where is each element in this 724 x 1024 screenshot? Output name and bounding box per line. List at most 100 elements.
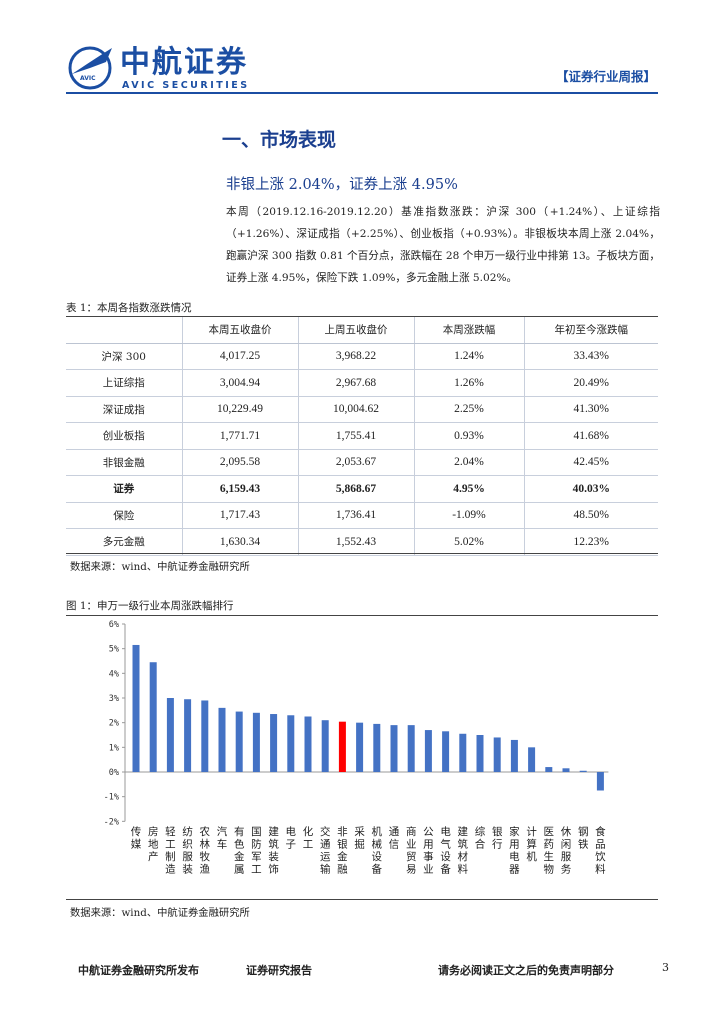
- bar-4: [201, 700, 209, 772]
- x-category-label: 交通运输: [320, 825, 331, 876]
- table-header-cell: 本周涨跌幅: [414, 317, 525, 344]
- table-cell-name: 沪深 300: [66, 343, 183, 370]
- bar-9: [287, 715, 295, 772]
- x-category-label: 房地产: [148, 825, 159, 863]
- table-cell-week: 4.95%: [414, 475, 525, 503]
- index-performance-table: 本周五收盘价 上周五收盘价 本周涨跌幅 年初至今涨跌幅 沪深 300 4,017.…: [66, 317, 658, 556]
- x-category-label: 采掘: [354, 826, 365, 851]
- section-headline: 非银上涨 2.04%，证券上涨 4.95%: [226, 177, 458, 193]
- y-tick-label: 4%: [109, 669, 119, 679]
- table-source-note: 数据来源：wind、中航证券金融研究所: [70, 561, 250, 573]
- y-tick-label: 0%: [109, 768, 119, 778]
- report-type-tag: 【证券行业周报】: [555, 69, 656, 84]
- table-row: 证券 6,159.43 5,868.67 4.95% 40.03%: [66, 475, 658, 503]
- company-logo: AVIC 中航证券 AVIC SECURITIES: [66, 44, 266, 94]
- table-bottom-rule: [66, 553, 658, 554]
- section-title: 一、市场表现: [222, 129, 337, 151]
- x-category-label: 家用电器: [509, 825, 520, 876]
- bar-18: [442, 731, 450, 772]
- table-cell-close: 10,229.49: [182, 396, 299, 423]
- header-divider: [66, 92, 658, 94]
- table-header-cell: 上周五收盘价: [298, 317, 415, 344]
- bar-6: [235, 711, 243, 772]
- table-row: 多元金融 1,630.34 1,552.43 5.02% 12.23%: [66, 528, 658, 556]
- bar-20: [476, 735, 484, 772]
- x-category-label: 电气设备: [440, 825, 451, 876]
- bar-15: [390, 725, 398, 772]
- bar-21: [493, 737, 501, 772]
- bar-1: [149, 662, 157, 772]
- logo-english-name: AVIC SECURITIES: [122, 80, 250, 91]
- bar-24: [545, 767, 553, 772]
- x-category-label: 农林牧渔: [200, 825, 211, 876]
- table-cell-week: 2.25%: [414, 396, 525, 423]
- table-cell-prev: 10,004.62: [298, 396, 415, 423]
- table-cell-prev: 3,968.22: [298, 343, 415, 370]
- bar-25: [562, 768, 570, 772]
- bar-27: [596, 772, 604, 791]
- avic-emblem-icon: AVIC: [68, 46, 112, 90]
- x-category-label: 商业贸易: [406, 825, 417, 876]
- x-category-label: 食品饮料: [595, 825, 606, 876]
- table-cell-name: 上证综指: [66, 369, 183, 397]
- table-cell-close: 1,717.43: [182, 502, 299, 529]
- table-cell-name: 创业板指: [66, 422, 183, 450]
- table-cell-close: 3,004.94: [182, 369, 299, 397]
- y-tick-label: 5%: [109, 645, 119, 655]
- bar-0: [132, 644, 140, 772]
- x-category-label: 传媒: [131, 826, 142, 851]
- x-category-label: 公用事业: [423, 826, 434, 876]
- table-cell-close: 1,771.71: [182, 422, 299, 450]
- table-cell-name: 非银金融: [66, 449, 183, 476]
- bar-11: [321, 720, 329, 772]
- table-cell-week: 0.93%: [414, 422, 525, 450]
- table-cell-ytd: 12.23%: [524, 528, 658, 556]
- x-category-label: 钢铁: [578, 825, 589, 851]
- x-category-label: 国防军工: [251, 826, 262, 876]
- table-row: 创业板指 1,771.71 1,755.41 0.93% 41.68%: [66, 422, 658, 450]
- industry-weekly-change-bar-chart: -2% -1% 0% 1% 2% 3% 4% 5% 6% 传媒房地产轻工制造纺织服装农林牧渔汽车有…: [104, 620, 609, 876]
- bar-5: [218, 707, 226, 772]
- figure-caption: 图 1：申万一级行业本周涨跌幅排行: [66, 600, 234, 612]
- figure-bottom-rule: [66, 899, 658, 900]
- bar-13: [356, 722, 364, 772]
- table-cell-close: 2,095.58: [182, 449, 299, 476]
- logo-chinese-name: 中航证券: [120, 45, 248, 80]
- table-cell-week: 1.26%: [414, 369, 525, 397]
- table-row: 上证综指 3,004.94 2,967.68 1.26% 20.49%: [66, 369, 658, 397]
- x-category-label: 化工: [303, 825, 314, 851]
- table-row: 深证成指 10,229.49 10,004.62 2.25% 41.30%: [66, 396, 658, 423]
- bar-3: [184, 699, 192, 772]
- y-tick-label: 6%: [109, 620, 119, 630]
- table-cell-prev: 2,053.67: [298, 449, 415, 476]
- table-top-rule: [66, 316, 658, 317]
- table-cell-prev: 5,868.67: [298, 475, 415, 503]
- footer-publisher: 中航证券金融研究所发布: [78, 964, 199, 977]
- table-cell-name: 多元金融: [66, 528, 183, 556]
- figure-source-note: 数据来源：wind、中航证券金融研究所: [70, 907, 250, 919]
- table-row: 沪深 300 4,017.25 3,968.22 1.24% 33.43%: [66, 343, 658, 370]
- x-category-label: 非银金融: [337, 826, 348, 876]
- table-cell-name: 证券: [66, 475, 183, 503]
- x-category-label: 银行: [492, 825, 503, 851]
- bar-22: [510, 739, 518, 772]
- x-category-label: 机械设备: [372, 825, 383, 876]
- table-row: 非银金融 2,095.58 2,053.67 2.04% 42.45%: [66, 449, 658, 476]
- x-category-label: 通信: [389, 826, 400, 851]
- table-cell-week: 1.24%: [414, 343, 525, 370]
- bar-19: [459, 733, 467, 772]
- x-category-label: 电子: [286, 825, 297, 851]
- svg-text:AVIC: AVIC: [80, 75, 96, 82]
- table-cell-ytd: 40.03%: [524, 475, 658, 503]
- table-cell-week: 5.02%: [414, 528, 525, 556]
- table-cell-week: 2.04%: [414, 449, 525, 476]
- x-category-label: 轻工制造: [165, 825, 176, 876]
- footer-report-type: 证券研究报告: [246, 964, 312, 977]
- table-header-row: 本周五收盘价 上周五收盘价 本周涨跌幅 年初至今涨跌幅: [66, 317, 658, 344]
- footer-disclaimer: 请务必阅读正文之后的免责声明部分: [438, 964, 614, 977]
- bar-7: [252, 712, 260, 772]
- bar-17: [424, 730, 432, 772]
- table-cell-ytd: 41.30%: [524, 396, 658, 423]
- x-category-label: 综合: [475, 825, 486, 851]
- bar-8: [270, 714, 278, 772]
